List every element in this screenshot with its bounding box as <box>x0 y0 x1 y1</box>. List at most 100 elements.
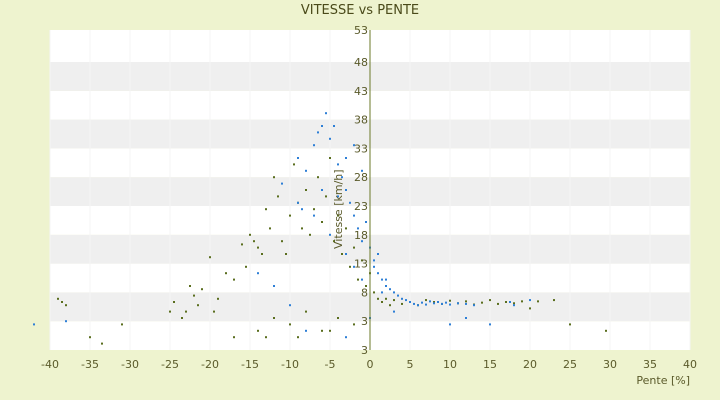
data-point-blue <box>385 285 387 287</box>
x-tick-label: -20 <box>201 358 219 371</box>
data-point-olive <box>285 253 287 255</box>
data-point-olive <box>353 246 355 249</box>
data-point-olive <box>65 304 67 307</box>
data-point-olive <box>245 265 247 268</box>
data-point-blue <box>401 297 403 300</box>
data-point-blue <box>373 265 375 268</box>
data-point-olive <box>89 336 91 339</box>
data-point-blue <box>33 323 35 326</box>
data-point-blue <box>489 323 491 326</box>
data-point-olive <box>401 302 403 305</box>
data-point-blue <box>65 320 67 323</box>
data-point-olive <box>253 240 255 243</box>
data-point-blue <box>321 189 323 191</box>
data-point-olive <box>273 176 275 179</box>
data-point-blue <box>301 208 303 211</box>
data-point-blue <box>413 302 415 305</box>
data-point-blue <box>257 272 259 275</box>
x-tick-label: -40 <box>41 358 59 371</box>
x-tick-label: 30 <box>603 358 617 371</box>
y-tick-label: 38 <box>354 114 368 127</box>
data-point-blue <box>377 253 379 255</box>
data-point-olive <box>345 227 347 230</box>
data-point-olive <box>357 278 359 281</box>
data-point-olive <box>513 302 515 305</box>
data-point-blue <box>389 288 391 291</box>
data-point-olive <box>277 195 279 198</box>
data-point-blue <box>313 144 315 147</box>
data-point-blue <box>465 317 467 319</box>
data-point-olive <box>61 301 63 303</box>
data-point-olive <box>249 233 251 236</box>
data-point-blue <box>345 253 347 255</box>
data-point-blue <box>445 301 447 304</box>
data-point-olive <box>289 323 291 326</box>
y-tick-label: 13 <box>354 258 368 271</box>
data-point-olive <box>313 208 315 211</box>
data-point-olive <box>377 297 379 300</box>
data-point-blue <box>449 323 451 326</box>
data-point-blue <box>381 291 383 294</box>
x-tick-label: 40 <box>683 358 697 371</box>
x-tick-label: 0 <box>367 358 374 371</box>
y-tick-label: 3 <box>361 344 368 357</box>
data-point-blue <box>341 176 343 179</box>
data-point-blue <box>405 299 407 302</box>
vertical-gridlines <box>49 30 691 350</box>
data-point-olive <box>241 243 243 246</box>
data-point-olive <box>257 329 259 332</box>
data-point-blue <box>337 163 339 166</box>
data-point-blue <box>465 302 467 305</box>
data-point-olive <box>449 299 451 302</box>
x-tick-label: -10 <box>281 358 299 371</box>
data-point-blue <box>281 182 283 185</box>
data-point-blue <box>329 233 331 236</box>
data-point-blue <box>373 259 375 262</box>
data-point-blue <box>365 221 367 223</box>
data-point-olive <box>261 253 263 255</box>
data-point-blue <box>305 169 307 172</box>
data-point-blue <box>381 278 383 281</box>
data-point-olive <box>269 227 271 230</box>
data-point-blue <box>393 291 395 294</box>
data-point-olive <box>349 265 351 268</box>
data-point-olive <box>257 246 259 249</box>
data-point-olive <box>297 336 299 339</box>
x-tick-label: 10 <box>443 358 457 371</box>
x-tick-label: -25 <box>161 358 179 371</box>
data-point-olive <box>189 285 191 287</box>
chart-title: VITESSE vs PENTE <box>301 3 419 18</box>
data-point-blue <box>353 265 355 268</box>
data-point-blue <box>349 201 351 204</box>
x-axis-label: Pente [%] <box>636 374 690 387</box>
data-point-olive <box>489 299 491 302</box>
data-point-olive <box>217 297 219 300</box>
y-axis-label: Vitesse [km/h] <box>332 169 345 249</box>
data-point-olive <box>553 299 555 302</box>
data-point-blue <box>417 304 419 307</box>
data-point-olive <box>529 307 531 310</box>
data-point-olive <box>181 317 183 319</box>
x-tick-label: -30 <box>121 358 139 371</box>
data-point-blue <box>305 329 307 332</box>
data-point-olive <box>209 256 211 259</box>
data-point-olive <box>433 301 435 303</box>
data-point-blue <box>425 303 427 306</box>
x-tick-label: 15 <box>483 358 497 371</box>
data-point-olive <box>381 301 383 303</box>
data-point-blue <box>397 294 399 297</box>
x-tick-label: -35 <box>81 358 99 371</box>
data-point-blue <box>361 240 363 243</box>
data-point-olive <box>169 310 171 313</box>
data-point-olive <box>361 259 363 262</box>
data-point-olive <box>329 157 331 159</box>
data-point-olive <box>373 291 375 294</box>
x-tick-labels: -40 -35 -30 -25 -20 -15 -10 -5 0 5 10 15 20 25 30 35 40 <box>41 358 697 371</box>
data-point-olive <box>605 329 607 332</box>
data-point-blue <box>353 214 355 217</box>
y-tick-label: 28 <box>354 171 368 184</box>
data-point-blue <box>457 302 459 305</box>
y-tick-label: 8 <box>361 286 368 299</box>
data-point-blue <box>513 304 515 307</box>
data-point-blue <box>421 301 423 304</box>
